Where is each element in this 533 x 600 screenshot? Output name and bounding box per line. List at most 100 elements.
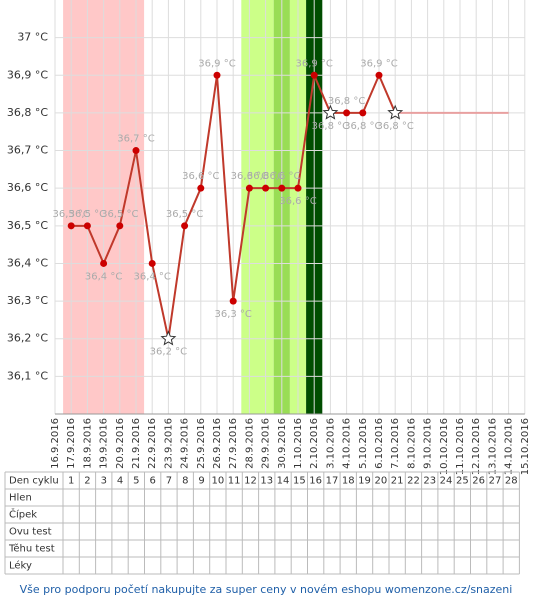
data-label: 36,5 °C: [166, 209, 203, 220]
x-tick-label: 5.10.2016: [358, 418, 369, 469]
x-tick-label: 23.9.2016: [163, 418, 174, 469]
cycle-day: 15: [293, 476, 306, 487]
x-tick-label: 10.10.2016: [439, 418, 450, 475]
x-tick-label: 16.9.2016: [50, 418, 61, 469]
data-point: [359, 109, 367, 117]
data-label: 36,5 °C: [101, 209, 138, 220]
data-label: 36,8 °C: [376, 121, 413, 132]
cycle-day: 28: [505, 476, 518, 487]
data-point: [213, 71, 221, 79]
y-tick-label: 36,4 °C: [7, 256, 48, 269]
data-point: [278, 184, 286, 192]
x-tick-label: 15.10.2016: [520, 418, 531, 475]
data-point: [375, 71, 383, 79]
data-point: [294, 184, 302, 192]
cycle-day: 26: [472, 476, 485, 487]
data-point: [67, 222, 75, 230]
cycle-day: 18: [342, 476, 355, 487]
data-point: [132, 147, 140, 155]
cycle-day: 27: [489, 476, 502, 487]
data-label: 36,9 °C: [198, 58, 235, 69]
x-tick-label: 11.10.2016: [455, 418, 466, 475]
cycle-day: 11: [228, 476, 241, 487]
data-point: [310, 71, 318, 79]
data-label: 36,5 °C: [69, 209, 106, 220]
data-point: [83, 222, 91, 230]
data-label: 36,8 °C: [312, 121, 349, 132]
cycle-day: 9: [198, 476, 204, 487]
y-tick-label: 37 °C: [17, 31, 48, 44]
cycle-day: 20: [374, 476, 387, 487]
cycle-day: 8: [182, 476, 188, 487]
star-marker: [160, 330, 177, 346]
x-tick-label: 19.9.2016: [99, 418, 110, 469]
data-label: 36,6 °C: [279, 196, 316, 207]
data-point: [343, 109, 351, 117]
cycle-day: 12: [244, 476, 257, 487]
row-label: Čípek: [9, 508, 37, 521]
data-label: 36,8 °C: [344, 121, 381, 132]
x-tick-label: 30.9.2016: [277, 418, 288, 469]
x-tick-label: 18.9.2016: [82, 418, 93, 469]
x-tick-label: 8.10.2016: [406, 418, 417, 469]
x-tick-label: 29.9.2016: [261, 418, 272, 469]
data-point: [116, 222, 124, 230]
cycle-day: 22: [407, 476, 420, 487]
x-tick-label: 6.10.2016: [374, 418, 385, 469]
data-label: 36,9 °C: [360, 58, 397, 69]
data-label: 36,5 °C: [52, 209, 89, 220]
x-tick-label: 2.10.2016: [309, 418, 320, 469]
data-label: 36,8 °C: [328, 96, 365, 107]
y-tick-label: 36,7 °C: [7, 144, 48, 157]
x-tick-label: 13.10.2016: [487, 418, 498, 475]
cycle-day: 19: [358, 476, 371, 487]
data-label: 36,2 °C: [150, 347, 187, 358]
cycle-day: 6: [149, 476, 155, 487]
row-label: Léky: [9, 560, 32, 572]
x-tick-label: 4.10.2016: [342, 418, 353, 469]
cycle-day: 14: [277, 476, 290, 487]
data-label: 36,4 °C: [85, 271, 122, 282]
cycle-day: 2: [84, 476, 90, 487]
footer-link[interactable]: Vše pro podporu početí nakupujte za supe…: [20, 583, 513, 596]
cycle-day: 5: [133, 476, 139, 487]
data-label: 36,6 °C: [263, 171, 300, 182]
row-label: Těhu test: [8, 543, 55, 555]
x-tick-label: 3.10.2016: [325, 418, 336, 469]
y-tick-label: 36,6 °C: [7, 181, 48, 194]
cycle-day: 13: [260, 476, 273, 487]
data-point: [148, 259, 156, 267]
data-label: 36,7 °C: [117, 134, 154, 145]
cycle-day: 3: [101, 476, 107, 487]
row-label: Ovu test: [9, 527, 52, 538]
x-tick-label: 20.9.2016: [115, 418, 126, 469]
x-tick-label: 14.10.2016: [504, 418, 515, 475]
data-point: [229, 297, 237, 305]
table-header: Den cyklu: [9, 476, 59, 487]
row-label: Hlen: [9, 493, 32, 504]
x-tick-label: 7.10.2016: [390, 418, 401, 469]
data-point: [262, 184, 270, 192]
cycle-day: 25: [456, 476, 469, 487]
cycle-day: 10: [211, 476, 224, 487]
data-label: 36,6 °C: [231, 171, 268, 182]
cycle-day: 1: [68, 476, 74, 487]
x-tick-label: 25.9.2016: [196, 418, 207, 469]
x-tick-label: 21.9.2016: [131, 418, 142, 469]
star-marker: [387, 104, 404, 120]
y-tick-label: 36,9 °C: [7, 68, 48, 81]
x-tick-label: 26.9.2016: [212, 418, 223, 469]
data-point: [100, 259, 108, 267]
cycle-day: 21: [391, 476, 404, 487]
y-tick-label: 36,1 °C: [7, 369, 48, 382]
data-label: 36,9 °C: [295, 58, 332, 69]
x-tick-label: 22.9.2016: [147, 418, 158, 469]
cycle-day: 16: [309, 476, 322, 487]
cycle-day: 24: [440, 476, 453, 487]
cycle-day: 4: [117, 476, 123, 487]
data-point: [197, 184, 205, 192]
x-tick-label: 17.9.2016: [66, 418, 77, 469]
data-label: 36,3 °C: [214, 309, 251, 320]
y-tick-label: 36,2 °C: [7, 332, 48, 345]
